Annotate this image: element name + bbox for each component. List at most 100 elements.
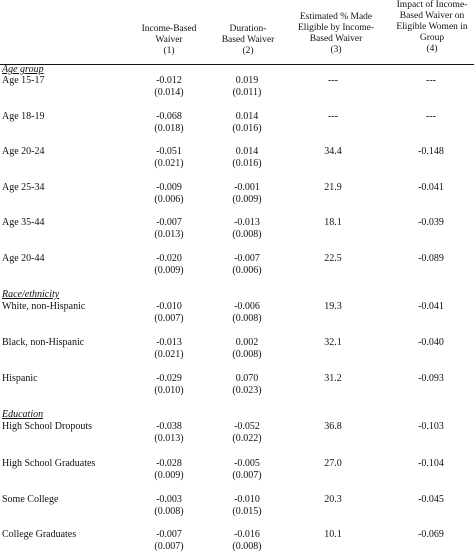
std-error: (0.010) — [154, 385, 184, 396]
coef: 0.002 — [235, 337, 259, 348]
cell-duration-based: 0.014 (0.016) — [212, 111, 282, 135]
coef: 0.014 — [235, 111, 259, 122]
cell-impact: --- — [426, 111, 436, 122]
row-label: Age 20-24 — [2, 146, 45, 157]
cell-duration-based: -0.016 (0.008) — [212, 529, 282, 553]
std-error: (0.007) — [232, 470, 262, 481]
coef: -0.052 — [234, 421, 260, 432]
column-header-duration-based-waiver: Duration- Based Waiver (2) — [210, 24, 286, 57]
std-error: (0.011) — [232, 87, 262, 98]
std-error: (0.006) — [232, 265, 262, 276]
header-line: Income-Based — [141, 24, 197, 34]
std-error: (0.009) — [154, 470, 184, 481]
coef: -0.051 — [156, 146, 182, 157]
std-error: (0.006) — [154, 194, 184, 205]
coef: -0.020 — [156, 253, 182, 264]
header-line: Estimated % Made — [299, 12, 373, 22]
cell-estimated-percent: 32.1 — [324, 337, 342, 348]
cell-income-based: -0.007 (0.013) — [134, 217, 204, 241]
std-error: (0.016) — [232, 123, 262, 134]
row-label: White, non-Hispanic — [2, 301, 86, 312]
header-line: (3) — [330, 45, 342, 55]
cell-duration-based: 0.019 (0.011) — [212, 75, 282, 99]
coef: -0.010 — [234, 494, 260, 505]
header-line: Based Waiver on — [399, 11, 465, 21]
std-error: (0.014) — [154, 87, 184, 98]
std-error: (0.009) — [154, 265, 184, 276]
coef: -0.010 — [156, 301, 182, 312]
cell-income-based: -0.013 (0.021) — [134, 337, 204, 361]
cell-duration-based: 0.002 (0.008) — [212, 337, 282, 361]
header-line: (2) — [242, 46, 254, 56]
coef: -0.029 — [156, 373, 182, 384]
std-error: (0.008) — [232, 229, 262, 240]
row-label: Age 35-44 — [2, 217, 45, 228]
cell-income-based: -0.051 (0.021) — [134, 146, 204, 170]
cell-duration-based: -0.006 (0.008) — [212, 301, 282, 325]
coef: -0.038 — [156, 421, 182, 432]
cell-income-based: -0.068 (0.018) — [134, 111, 204, 135]
cell-impact: -0.040 — [418, 337, 444, 348]
cell-income-based: -0.038 (0.013) — [134, 421, 204, 445]
cell-estimated-percent: 36.8 — [324, 421, 342, 432]
std-error: (0.007) — [154, 313, 184, 324]
std-error: (0.007) — [154, 541, 184, 552]
cell-impact: -0.089 — [418, 253, 444, 264]
cell-estimated-percent: 21.9 — [324, 182, 342, 193]
cell-duration-based: -0.052 (0.022) — [212, 421, 282, 445]
coef: -0.007 — [156, 529, 182, 540]
cell-estimated-percent: 18.1 — [324, 217, 342, 228]
row-label: High School Graduates — [2, 458, 96, 469]
coef: -0.001 — [234, 182, 260, 193]
cell-estimated-percent: 10.1 — [324, 529, 342, 540]
cell-income-based: -0.020 (0.009) — [134, 253, 204, 277]
coef: -0.003 — [156, 494, 182, 505]
cell-duration-based: -0.005 (0.007) — [212, 458, 282, 482]
cell-impact: --- — [426, 75, 436, 86]
row-label: High School Dropouts — [2, 421, 92, 432]
std-error: (0.016) — [232, 158, 262, 169]
coef: -0.068 — [156, 111, 182, 122]
std-error: (0.008) — [232, 349, 262, 360]
std-error: (0.008) — [154, 506, 184, 517]
coef: -0.007 — [156, 217, 182, 228]
column-header-estimated-percent-eligible: Estimated % Made Eligible by Income- Bas… — [286, 12, 386, 56]
row-label: Age 25-34 — [2, 182, 45, 193]
coef: -0.006 — [234, 301, 260, 312]
header-rule — [0, 64, 474, 65]
cell-income-based: -0.003 (0.008) — [134, 494, 204, 518]
header-line: Impact of Income- — [396, 0, 468, 10]
cell-impact: -0.103 — [418, 421, 444, 432]
header-line: Based Waiver — [309, 34, 363, 44]
cell-impact: -0.045 — [418, 494, 444, 505]
cell-estimated-percent: --- — [328, 75, 338, 86]
header-line: Waiver — [155, 35, 183, 45]
cell-income-based: -0.009 (0.006) — [134, 182, 204, 206]
cell-duration-based: -0.007 (0.006) — [212, 253, 282, 277]
cell-estimated-percent: 19.3 — [324, 301, 342, 312]
coef: -0.012 — [156, 75, 182, 86]
cell-duration-based: 0.014 (0.016) — [212, 146, 282, 170]
cell-impact: -0.039 — [418, 217, 444, 228]
row-label: College Graduates — [2, 529, 77, 540]
cell-income-based: -0.012 (0.014) — [134, 75, 204, 99]
cell-impact: -0.041 — [418, 182, 444, 193]
coef: -0.016 — [234, 529, 260, 540]
section-title-race-ethnicity: Race/ethnicity — [2, 289, 60, 300]
cell-impact: -0.069 — [418, 529, 444, 540]
header-line: (1) — [163, 46, 175, 56]
cell-estimated-percent: --- — [328, 111, 338, 122]
cell-income-based: -0.028 (0.009) — [134, 458, 204, 482]
header-line: Eligible by Income- — [298, 23, 374, 33]
coef: -0.013 — [156, 337, 182, 348]
coef: 0.070 — [235, 373, 259, 384]
cell-impact: -0.148 — [418, 146, 444, 157]
std-error: (0.008) — [232, 313, 262, 324]
row-label: Black, non-Hispanic — [2, 337, 85, 348]
row-label: Age 15-17 — [2, 75, 45, 86]
std-error: (0.021) — [154, 158, 184, 169]
row-label: Age 20-44 — [2, 253, 45, 264]
coef: -0.013 — [234, 217, 260, 228]
cell-duration-based: -0.013 (0.008) — [212, 217, 282, 241]
column-header-impact-eligible-women: Impact of Income- Based Waiver on Eligib… — [384, 0, 474, 55]
